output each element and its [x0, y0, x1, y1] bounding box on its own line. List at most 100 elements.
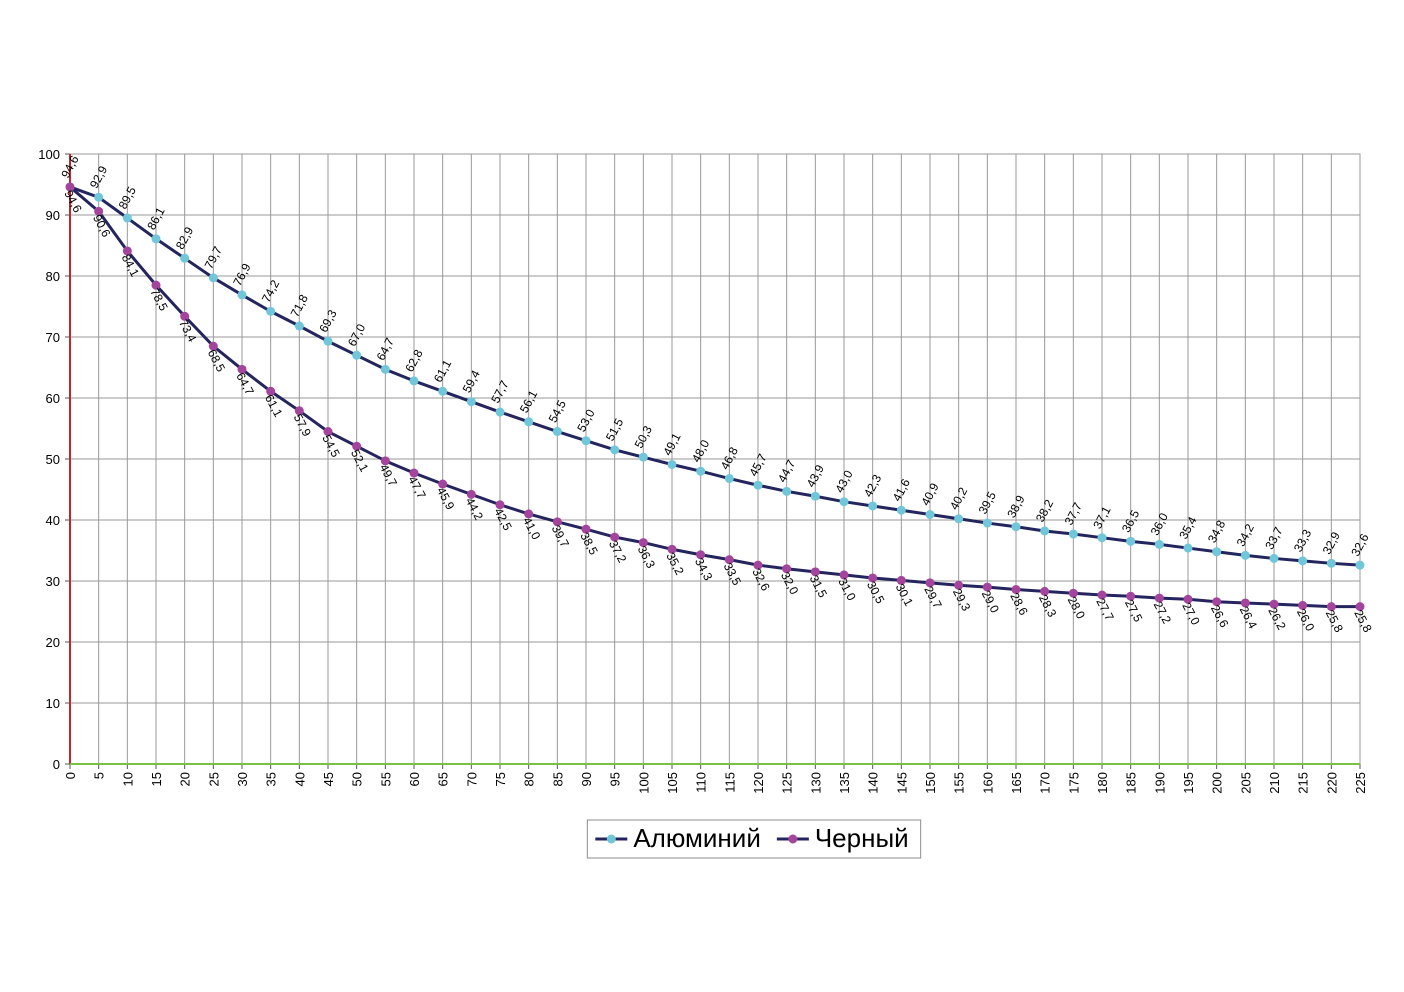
data-point: [896, 505, 906, 515]
x-tick-label: 5: [92, 772, 107, 779]
data-point: [839, 497, 849, 507]
x-tick-label: 175: [1066, 772, 1081, 794]
data-point: [1040, 526, 1050, 536]
data-point: [925, 510, 935, 520]
data-point: [208, 341, 218, 351]
data-point: [180, 311, 190, 321]
data-point: [1011, 585, 1021, 595]
data-point: [1355, 560, 1365, 570]
x-tick-label: 85: [550, 772, 565, 786]
data-point: [954, 514, 964, 524]
data-point: [610, 532, 620, 542]
x-tick-label: 105: [665, 772, 680, 794]
data-point: [352, 350, 362, 360]
x-tick-label: 40: [292, 772, 307, 786]
x-tick-label: 130: [808, 772, 823, 794]
data-point: [380, 364, 390, 374]
x-tick-label: 195: [1181, 772, 1196, 794]
y-tick-label: 10: [46, 696, 60, 711]
x-tick-label: 165: [1009, 772, 1024, 794]
data-point: [151, 280, 161, 290]
data-point: [782, 564, 792, 574]
data-point: [782, 486, 792, 496]
data-point: [1212, 547, 1222, 557]
x-tick-label: 155: [952, 772, 967, 794]
data-point: [552, 517, 562, 527]
data-point: [294, 321, 304, 331]
data-point: [667, 459, 677, 469]
data-point: [696, 466, 706, 476]
data-point: [1040, 586, 1050, 596]
x-tick-label: 210: [1267, 772, 1282, 794]
data-point: [237, 364, 247, 374]
data-point: [954, 580, 964, 590]
x-tick-label: 150: [923, 772, 938, 794]
x-tick-label: 55: [378, 772, 393, 786]
data-point: [839, 570, 849, 580]
x-tick-label: 70: [464, 772, 479, 786]
x-tick-label: 190: [1152, 772, 1167, 794]
x-tick-label: 200: [1210, 772, 1225, 794]
series-line: [69, 185, 1361, 567]
x-tick-label: 180: [1095, 772, 1110, 794]
data-point: [1298, 556, 1308, 566]
data-point: [610, 445, 620, 455]
data-point: [380, 456, 390, 466]
data-point: [1298, 600, 1308, 610]
data-point: [94, 192, 104, 202]
data-point: [1212, 597, 1222, 607]
data-point: [581, 436, 591, 446]
y-tick-label: 20: [46, 635, 60, 650]
data-point: [982, 518, 992, 528]
x-tick-label: 135: [837, 772, 852, 794]
data-point: [65, 182, 75, 192]
data-point: [810, 491, 820, 501]
x-tick-label: 100: [636, 772, 651, 794]
data-point: [495, 407, 505, 417]
data-point: [352, 441, 362, 451]
data-point: [896, 575, 906, 585]
x-tick-label: 140: [866, 772, 881, 794]
data-point: [466, 397, 476, 407]
data-point: [1326, 558, 1336, 568]
data-point: [1154, 593, 1164, 603]
x-tick-label: 45: [321, 772, 336, 786]
x-tick-label: 185: [1124, 772, 1139, 794]
x-tick-label: 10: [120, 772, 135, 786]
data-point: [1126, 591, 1136, 601]
y-tick-label: 30: [46, 574, 60, 589]
x-tick-label: 125: [780, 772, 795, 794]
data-point: [1126, 536, 1136, 546]
x-tick-label: 60: [407, 772, 422, 786]
data-point: [667, 544, 677, 554]
data-point: [982, 582, 992, 592]
data-point: [925, 578, 935, 588]
data-point: [724, 555, 734, 565]
x-tick-label: 65: [436, 772, 451, 786]
data-point: [1011, 522, 1021, 532]
data-point: [753, 560, 763, 570]
y-tick-label: 60: [46, 391, 60, 406]
data-point: [323, 427, 333, 437]
x-tick-label: 160: [980, 772, 995, 794]
data-point: [810, 567, 820, 577]
series-line: [69, 185, 1360, 609]
data-point: [1355, 602, 1365, 612]
data-point: [323, 336, 333, 346]
legend-label: Алюминий: [633, 823, 761, 853]
data-point: [638, 538, 648, 548]
data-point: [724, 474, 734, 484]
x-tick-label: 75: [493, 772, 508, 786]
x-tick-label: 50: [350, 772, 365, 786]
x-tick-label: 110: [694, 772, 709, 793]
y-tick-label: 0: [53, 757, 60, 772]
data-point: [1269, 553, 1279, 563]
data-point: [1068, 588, 1078, 598]
data-point: [1097, 533, 1107, 543]
x-tick-label: 115: [722, 772, 737, 793]
data-point: [409, 376, 419, 386]
y-tick-label: 80: [46, 269, 60, 284]
data-point: [524, 509, 534, 519]
x-tick-label: 0: [63, 772, 78, 779]
